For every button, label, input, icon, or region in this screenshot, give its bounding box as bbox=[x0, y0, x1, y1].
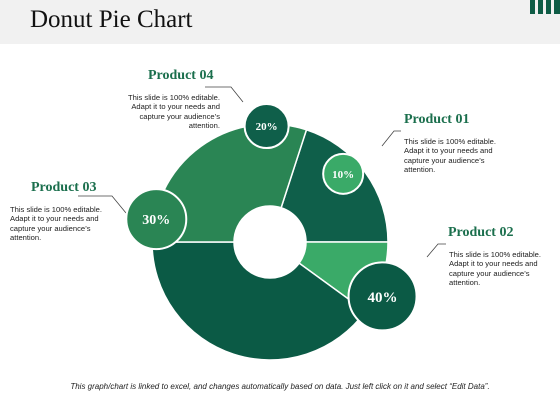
data-label-product-01: 10% bbox=[332, 169, 354, 181]
desc-product-03: This slide is 100% editable. Adapt it to… bbox=[10, 205, 103, 242]
corner-bar-2 bbox=[538, 0, 543, 14]
footer-note: This graph/chart is linked to excel, and… bbox=[70, 382, 490, 391]
header-band bbox=[0, 0, 560, 44]
donut-hole bbox=[234, 206, 306, 278]
leader-product-03 bbox=[78, 195, 127, 214]
leader-product-01 bbox=[381, 130, 401, 147]
label-product-02: Product 02 bbox=[448, 225, 514, 240]
desc-product-02: This slide is 100% editable. Adapt it to… bbox=[449, 250, 542, 287]
bubble-product-02 bbox=[347, 261, 418, 332]
bubble-product-04 bbox=[243, 103, 290, 150]
corner-bar-3 bbox=[546, 0, 551, 14]
label-product-03: Product 03 bbox=[31, 180, 97, 195]
label-product-01: Product 01 bbox=[404, 112, 470, 127]
desc-product-01: This slide is 100% editable. Adapt it to… bbox=[404, 137, 497, 174]
corner-bar-1 bbox=[530, 0, 535, 14]
page-title: Donut Pie Chart bbox=[30, 6, 193, 33]
leader-product-02 bbox=[426, 243, 446, 258]
desc-product-04: This slide is 100% editable. Adapt it to… bbox=[127, 93, 220, 130]
leader-product-04 bbox=[205, 86, 244, 103]
bubble-product-01 bbox=[322, 152, 365, 195]
bubble-product-03 bbox=[125, 188, 188, 251]
data-label-product-04: 20% bbox=[256, 121, 278, 133]
data-label-product-03: 30% bbox=[142, 213, 170, 228]
data-label-product-02: 40% bbox=[368, 290, 398, 306]
corner-bar-4 bbox=[554, 0, 560, 14]
label-product-04: Product 04 bbox=[148, 68, 214, 83]
